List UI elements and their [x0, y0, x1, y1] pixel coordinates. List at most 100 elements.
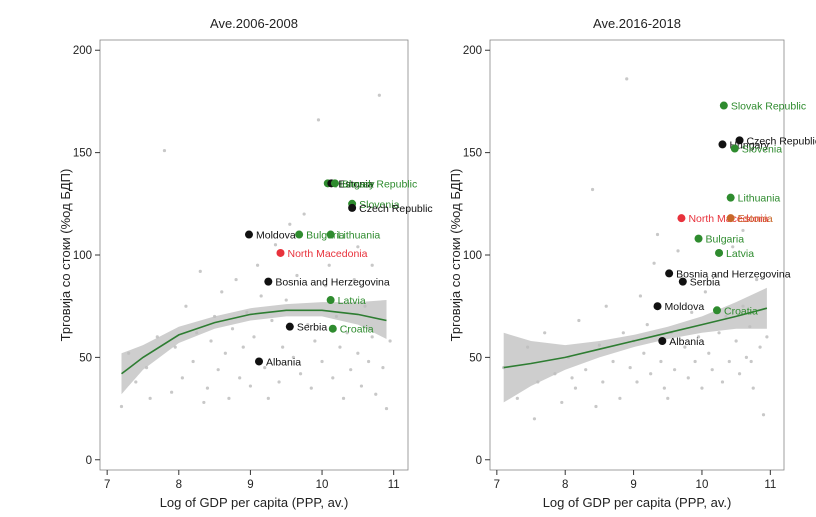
background-point [341, 396, 346, 400]
background-point [659, 359, 663, 364]
y-tick-label: 0 [86, 455, 92, 467]
background-point [298, 372, 303, 376]
background-point [683, 345, 687, 349]
background-point [734, 339, 738, 343]
country-label: Slovak Republic [342, 178, 417, 190]
country-label: Latvia [338, 295, 366, 307]
x-tick-label: 9 [630, 479, 636, 491]
background-point [173, 345, 177, 349]
background-point [645, 323, 649, 327]
y-tick-label: 50 [469, 352, 482, 364]
background-point [727, 359, 731, 364]
background-point [731, 245, 735, 249]
country-label: Hungary [729, 139, 769, 151]
background-point [741, 228, 745, 233]
background-point [590, 187, 595, 192]
country-label: Latvia [726, 248, 754, 260]
background-point [238, 376, 242, 380]
x-tick-label: 8 [562, 479, 568, 491]
background-point [543, 331, 547, 335]
background-point [349, 368, 353, 372]
background-point [577, 318, 581, 323]
y-tick-label: 150 [463, 148, 482, 160]
background-point [594, 404, 598, 409]
country-label: Slovenia [359, 199, 399, 211]
background-point [755, 277, 759, 282]
background-point [241, 345, 245, 349]
background-point [198, 269, 202, 273]
background-point [291, 355, 295, 359]
background-point [381, 366, 385, 370]
background-point [377, 93, 381, 97]
background-point [628, 366, 632, 370]
country-label: Lithuania [738, 193, 781, 205]
country-label: Albania [669, 336, 704, 348]
y-axis-label: Трговија со стоки (%од БДП) [58, 169, 73, 342]
background-point [652, 261, 656, 265]
background-point [370, 263, 374, 267]
y-tick-label: 150 [73, 148, 92, 160]
x-tick-label: 9 [247, 479, 253, 491]
background-point [707, 351, 711, 355]
background-point [601, 380, 605, 384]
country-label: Albania [266, 356, 301, 368]
y-tick-label: 200 [73, 45, 92, 57]
background-point [216, 368, 220, 372]
background-point [676, 249, 680, 253]
background-point [584, 368, 588, 372]
background-point [252, 335, 256, 339]
background-point [170, 390, 174, 394]
background-point [737, 372, 742, 376]
country-label: Bosnia and Herzegovina [275, 277, 390, 289]
background-point [673, 368, 677, 372]
background-point [758, 345, 762, 349]
background-point [223, 351, 227, 355]
background-point [693, 359, 697, 364]
y-tick-label: 200 [463, 45, 482, 57]
background-point [686, 376, 690, 380]
background-point [309, 386, 313, 390]
country-label: Czech Republic [747, 135, 816, 147]
x-tick-label: 10 [696, 479, 709, 491]
background-point [119, 404, 124, 409]
country-point [328, 324, 337, 333]
background-point [205, 386, 210, 390]
country-label: Estonia [338, 178, 373, 190]
background-point [227, 396, 231, 400]
country-point [719, 101, 728, 110]
background-point [327, 263, 331, 267]
country-point [658, 337, 667, 345]
country-label: Hungary [335, 178, 375, 190]
country-point [295, 230, 304, 239]
y-axis-label: Трговија со стоки (%од БДП) [448, 169, 463, 342]
confidence-band [503, 287, 767, 403]
background-point [384, 406, 389, 411]
y-tick-label: 100 [463, 250, 482, 262]
country-point [326, 296, 335, 305]
country-label: Croatia [340, 324, 374, 336]
background-point [230, 327, 235, 331]
background-point [717, 331, 721, 335]
background-point [690, 310, 694, 314]
country-point [276, 248, 285, 257]
country-point [255, 357, 264, 366]
country-label: Serbia [297, 322, 328, 334]
background-point [515, 396, 519, 400]
background-point [749, 359, 753, 364]
x-axis-label: Log of GDP per capita (PPP, av.) [160, 495, 349, 510]
background-point [611, 359, 615, 364]
background-point [642, 351, 646, 355]
country-point [677, 214, 686, 223]
country-label: Croatia [724, 305, 758, 317]
background-point [316, 118, 321, 122]
background-point [352, 277, 356, 282]
chart-title: Ave.2006-2008 [210, 16, 298, 31]
background-point [720, 380, 725, 384]
background-point [374, 392, 378, 396]
background-point [191, 359, 195, 364]
background-point [621, 331, 625, 335]
x-axis-label: Log of GDP per capita (PPP, av.) [543, 495, 732, 510]
background-point [604, 304, 608, 308]
country-label: North Macedonia [288, 248, 368, 260]
y-tick-label: 50 [79, 352, 92, 364]
